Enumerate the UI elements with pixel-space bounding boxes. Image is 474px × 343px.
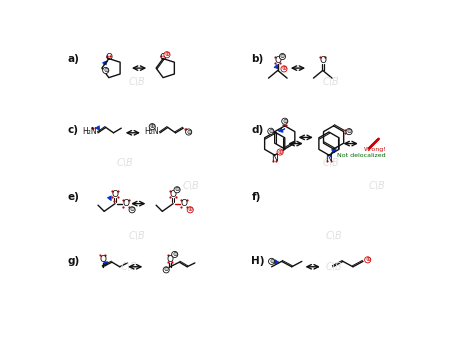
Text: C\B: C\B <box>182 181 200 191</box>
Text: ⊕: ⊕ <box>164 52 170 57</box>
FancyArrowPatch shape <box>274 260 279 264</box>
Text: H₂N: H₂N <box>82 127 96 136</box>
Text: ⊖: ⊖ <box>346 129 352 134</box>
Text: a): a) <box>67 54 79 64</box>
Text: ⊕: ⊕ <box>150 124 155 129</box>
Text: f): f) <box>251 192 261 202</box>
FancyArrowPatch shape <box>102 61 108 65</box>
Text: d): d) <box>251 125 264 135</box>
Text: ⊖: ⊖ <box>174 187 180 192</box>
Text: C\B: C\B <box>117 158 134 168</box>
Text: ⊕: ⊕ <box>277 150 283 155</box>
Text: C\B: C\B <box>322 158 339 168</box>
Text: O: O <box>170 190 177 199</box>
Text: C\B: C\B <box>369 181 385 191</box>
Text: O: O <box>111 190 118 199</box>
FancyArrowPatch shape <box>278 128 285 132</box>
Text: e): e) <box>67 192 79 202</box>
Text: Not delocalized: Not delocalized <box>337 153 385 158</box>
Text: C\B: C\B <box>120 262 137 272</box>
Text: O: O <box>274 56 281 65</box>
Text: O: O <box>160 53 166 62</box>
Text: H): H) <box>251 256 265 267</box>
Text: C\B: C\B <box>326 262 343 272</box>
FancyArrowPatch shape <box>96 126 100 130</box>
Text: H₂N: H₂N <box>144 127 158 136</box>
Text: O: O <box>122 199 129 208</box>
FancyArrowPatch shape <box>274 64 279 69</box>
Text: N: N <box>271 154 278 163</box>
Text: O: O <box>105 53 112 62</box>
Text: ⊖: ⊖ <box>164 267 169 272</box>
Text: O: O <box>99 255 106 263</box>
Text: ⊕: ⊕ <box>282 67 287 71</box>
Text: ⊕: ⊕ <box>365 257 370 262</box>
Text: c): c) <box>67 125 78 135</box>
Text: ⊖: ⊖ <box>172 252 177 257</box>
FancyArrowPatch shape <box>108 196 111 201</box>
Text: ⊖: ⊖ <box>129 207 135 212</box>
FancyArrowPatch shape <box>104 262 108 266</box>
Text: ⊖: ⊖ <box>269 259 274 264</box>
Text: ⊖: ⊖ <box>103 68 109 73</box>
Text: ⊖: ⊖ <box>282 119 287 124</box>
Text: C\B: C\B <box>128 77 145 87</box>
Text: Wrong!: Wrong! <box>364 147 387 152</box>
Text: O: O <box>319 56 326 65</box>
Text: ⊕: ⊕ <box>188 207 193 212</box>
Text: ⊖: ⊖ <box>268 129 273 134</box>
Text: g): g) <box>67 256 79 267</box>
Text: N: N <box>326 154 332 163</box>
Text: O: O <box>166 255 173 263</box>
Text: C\B: C\B <box>322 77 339 87</box>
Text: ⊖: ⊖ <box>280 54 285 59</box>
Text: C\B: C\B <box>128 231 145 241</box>
Text: ⊖: ⊖ <box>186 130 191 134</box>
Text: b): b) <box>251 54 264 64</box>
Text: C\B: C\B <box>326 231 343 241</box>
FancyArrowPatch shape <box>330 149 337 157</box>
Text: O: O <box>181 199 188 208</box>
